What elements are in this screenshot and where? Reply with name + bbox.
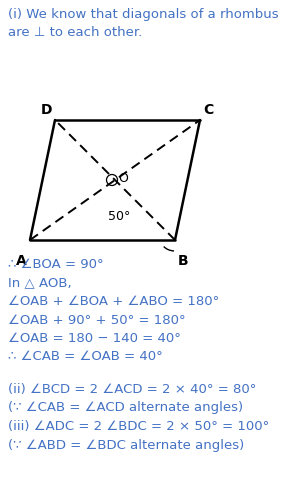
- Text: (iii) ∠ADC = 2 ∠BDC = 2 × 50° = 100°: (iii) ∠ADC = 2 ∠BDC = 2 × 50° = 100°: [8, 420, 269, 433]
- Text: are ⊥ to each other.: are ⊥ to each other.: [8, 26, 142, 39]
- Text: ∠OAB + 90° + 50° = 180°: ∠OAB + 90° + 50° = 180°: [8, 313, 186, 326]
- Text: B: B: [178, 254, 189, 268]
- Text: 50°: 50°: [108, 210, 130, 223]
- Text: D: D: [41, 103, 52, 117]
- Text: ∠OAB + ∠BOA + ∠ABO = 180°: ∠OAB + ∠BOA + ∠ABO = 180°: [8, 295, 219, 308]
- Text: O: O: [118, 172, 128, 185]
- Text: (∵ ∠CAB = ∠ACD alternate angles): (∵ ∠CAB = ∠ACD alternate angles): [8, 402, 243, 415]
- Text: ∴ ∠BOA = 90°: ∴ ∠BOA = 90°: [8, 258, 104, 271]
- Text: ∴ ∠CAB = ∠OAB = 40°: ∴ ∠CAB = ∠OAB = 40°: [8, 350, 163, 363]
- Text: A: A: [16, 254, 27, 268]
- Text: (∵ ∠ABD = ∠BDC alternate angles): (∵ ∠ABD = ∠BDC alternate angles): [8, 439, 244, 452]
- Text: (ii) ∠BCD = 2 ∠ACD = 2 × 40° = 80°: (ii) ∠BCD = 2 ∠ACD = 2 × 40° = 80°: [8, 383, 256, 396]
- Text: ∠OAB = 180 − 140 = 40°: ∠OAB = 180 − 140 = 40°: [8, 332, 181, 345]
- Text: In △ AOB,: In △ AOB,: [8, 276, 72, 289]
- Text: C: C: [203, 103, 213, 117]
- Text: (i) We know that diagonals of a rhombus: (i) We know that diagonals of a rhombus: [8, 8, 279, 21]
